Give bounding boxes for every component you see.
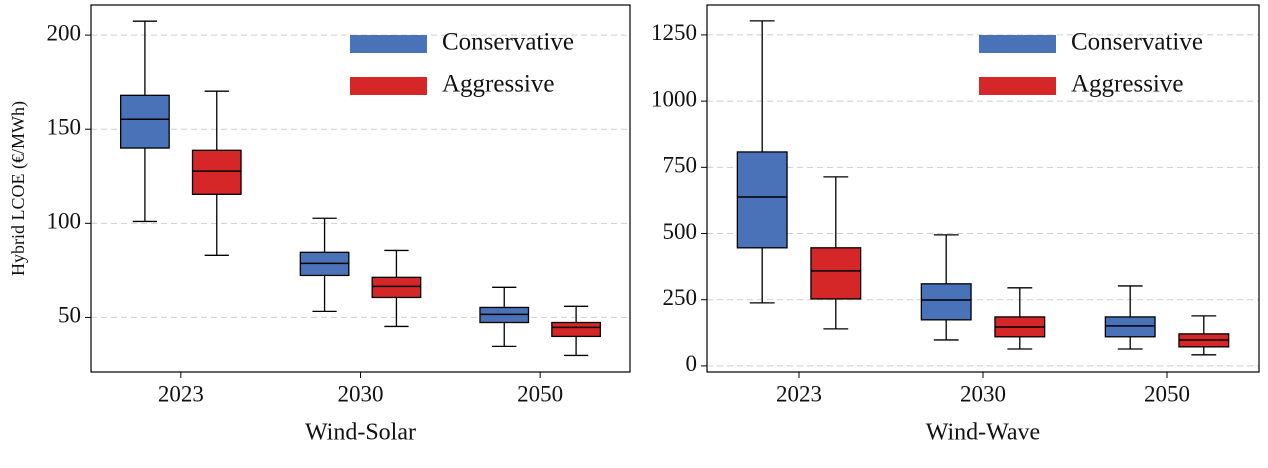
x-axis-label: Wind-Solar xyxy=(305,420,416,446)
y-tick-label: 100 xyxy=(47,209,82,234)
legend-swatch xyxy=(979,77,1056,95)
y-tick-label: 1000 xyxy=(651,86,697,111)
y-axis-label: Hybrid LCOE (€/MWh) xyxy=(8,101,29,276)
x-tick-label: 2050 xyxy=(1144,381,1190,406)
legend-label: Aggressive xyxy=(1071,71,1183,98)
x-tick-label: 2030 xyxy=(960,381,1006,406)
y-tick-label: 150 xyxy=(47,114,82,139)
y-tick-label: 500 xyxy=(663,219,698,244)
box xyxy=(736,151,788,249)
legend-swatch xyxy=(979,35,1056,53)
legend-swatch xyxy=(350,35,427,53)
box xyxy=(119,94,170,149)
legend-label: Conservative xyxy=(442,29,574,56)
y-tick-label: 200 xyxy=(47,20,82,45)
x-tick-label: 2030 xyxy=(338,381,384,406)
y-tick-label: 750 xyxy=(663,153,698,178)
box xyxy=(191,149,242,195)
y-tick-label: 250 xyxy=(663,285,698,310)
x-tick-label: 2023 xyxy=(158,381,204,406)
legend-label: Aggressive xyxy=(442,71,554,98)
x-tick-label: 2023 xyxy=(776,381,822,406)
box xyxy=(551,321,602,338)
y-tick-label: 50 xyxy=(58,303,81,328)
box xyxy=(810,247,862,300)
y-tick-label: 1250 xyxy=(651,20,697,45)
box xyxy=(920,283,972,321)
x-tick-label: 2050 xyxy=(517,381,563,406)
x-axis-label: Wind-Wave xyxy=(926,420,1040,446)
box xyxy=(1104,316,1156,338)
box xyxy=(371,276,422,299)
y-tick-label: 0 xyxy=(686,351,698,376)
legend-swatch xyxy=(350,77,427,95)
legend-label: Conservative xyxy=(1071,29,1203,56)
plot-frame xyxy=(90,4,631,373)
plot-frame xyxy=(706,4,1260,373)
